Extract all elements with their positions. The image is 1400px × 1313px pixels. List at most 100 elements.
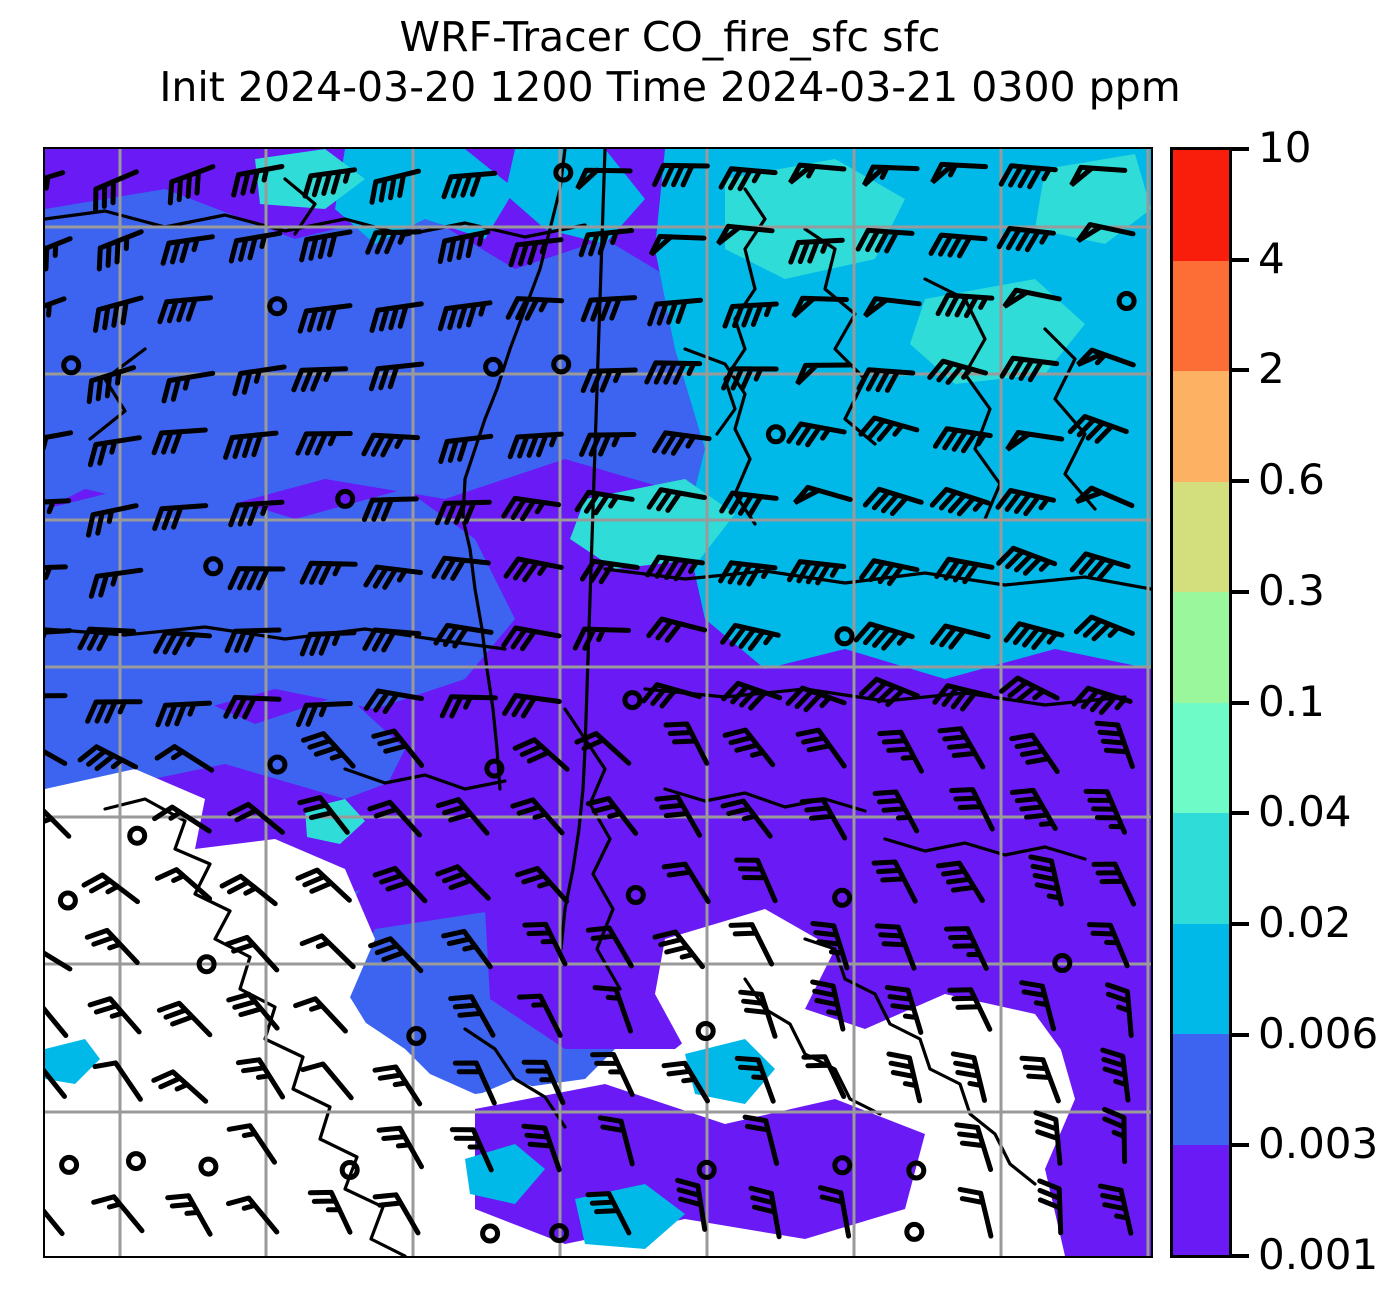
wind-barb [801,1054,847,1099]
colorbar-tick-label: 0.1 [1258,676,1325,726]
wind-barb [223,430,279,460]
wind-barb [957,1186,994,1239]
colorbar-tick-mark [1232,811,1249,816]
wind-barb [435,797,490,836]
wind-barb [646,616,707,643]
wind-barb [1083,788,1127,835]
wind-barb [45,1006,69,1038]
wind-barb-calm [832,1155,853,1176]
wind-barb [371,728,425,768]
wind-barb [932,426,993,454]
wind-barb [449,1127,494,1173]
wind-barb [363,688,424,715]
wind-barb [886,1051,923,1104]
wind-barb [652,430,712,456]
wind-barb [578,228,635,258]
wind-barb [372,865,428,904]
wind-barb [45,498,72,515]
wind-barb [998,163,1058,190]
wind-barb [853,621,915,651]
wind-barb [502,693,562,719]
wind-barb [645,554,705,582]
wind-barb [299,560,358,586]
wind-barb [574,731,632,766]
wind-barb [507,431,564,460]
wind-barb [855,227,915,254]
wind-barb [165,1193,213,1237]
colorbar-band [1173,1144,1229,1255]
wind-barb [435,864,491,901]
wind-barb [1037,1178,1064,1236]
wind-barb [721,366,779,391]
wind-barb [1102,1106,1128,1165]
wind-barb [297,303,353,334]
wind-barb [1005,430,1065,452]
wind-barb [1069,551,1131,581]
wind-barb [227,566,286,591]
wind-barb [367,799,422,838]
colorbar-tick-mark [1232,1032,1249,1037]
wind-barb [439,694,498,719]
wind-barb [87,435,142,468]
colorbar-tick-mark [1232,257,1249,262]
wind-barb [661,1060,710,1104]
wind-barb [365,229,423,255]
wind-barb [862,164,920,187]
wind-barb [579,558,640,585]
wind-barb [785,685,847,713]
wind-barb [1098,1183,1134,1236]
wind-barb [734,1055,776,1104]
wind-barb [930,161,988,185]
wind-barb [77,744,139,772]
wind-barb [224,934,280,973]
colorbar-band [1173,813,1229,924]
wind-barb [795,727,847,769]
wind-barb [996,226,1056,253]
colorbar-tick-label: 0.3 [1258,565,1325,615]
wind-barb [93,169,139,213]
wind-barb [1009,787,1058,831]
wind-barb [818,1185,852,1239]
wind-barb [652,929,705,970]
wind-barb-calm [696,1159,717,1180]
wind-barb [160,234,215,266]
wind-barb-calm [832,887,853,908]
wind-barb [302,167,357,199]
wind-barb [361,496,419,522]
wind-barb [45,749,68,766]
wind-barb [646,487,707,513]
wind-barb [950,1051,987,1103]
wind-barb [572,626,631,651]
wind-barb [299,933,356,970]
wind-barb [521,1059,566,1106]
chart-title-block: WRF-Tracer CO_fire_sfc sfc Init 2024-03-… [0,12,1340,112]
wind-barb [501,495,562,522]
wind-barb [871,859,918,904]
wind-barb [934,556,995,585]
wind-barb [45,1068,67,1099]
wind-barb [295,867,352,903]
wind-barb [929,486,991,517]
wind-barb [795,362,852,386]
wind-barb [228,499,285,528]
wind-barb [161,370,216,404]
wind-barb [93,295,144,333]
wind-barb [872,789,920,834]
wind-barb [791,295,849,319]
wind-barb [742,1114,780,1166]
wind-barb [799,797,848,841]
wind-barb [996,545,1058,576]
wind-barb [748,1185,782,1240]
wind-barb [437,229,491,264]
colorbar-tick-labels: 10 4 2 0.6 0.3 0.1 0.04 0.02 0.006 0.003 0.001 [1232,125,1392,1278]
colorbar-tick-label: 10 [1258,123,1312,172]
wind-barb [152,804,212,834]
wind-barb [87,996,142,1035]
wind-barb [574,489,635,516]
wind-barb-calm [549,1223,570,1244]
wind-barb [858,415,920,442]
wind-barb [299,630,357,657]
colorbar-band [1173,592,1229,703]
wind-barb [663,721,710,766]
wind-barb [227,801,285,835]
